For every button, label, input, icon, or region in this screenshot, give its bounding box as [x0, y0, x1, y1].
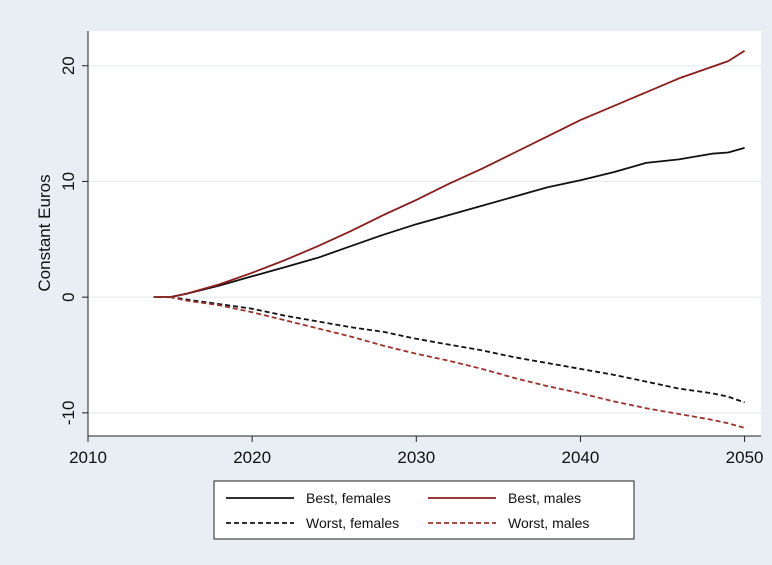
legend-label: Best, females — [306, 490, 391, 506]
axes — [87, 31, 761, 437]
x-tick-label: 2020 — [233, 448, 271, 467]
grid-lines — [88, 65, 761, 414]
x-ticks: 2010 2020 2030 2040 2050 — [69, 436, 763, 467]
plot-area — [88, 31, 761, 436]
y-tick-label: 20 — [59, 56, 78, 75]
legend-label: Worst, males — [508, 515, 589, 531]
x-tick-label: 2040 — [562, 448, 600, 467]
x-tick-label: 2050 — [726, 448, 764, 467]
legend-items: Best, females Best, males Worst, females Wo… — [226, 490, 589, 531]
series-line-best-females — [153, 147, 745, 299]
legend: Best, females Best, males Worst, females Wo… — [213, 480, 635, 540]
y-ticks: -10 0 10 20 — [59, 56, 88, 425]
legend-label: Worst, females — [306, 515, 399, 531]
series-line-worst-females — [153, 296, 745, 404]
series-lines — [153, 49, 746, 429]
series-line-best-males — [153, 49, 746, 299]
y-tick-label: 10 — [59, 172, 78, 191]
x-tick-label: 2030 — [397, 448, 435, 467]
legend-label: Best, males — [508, 490, 581, 506]
y-tick-label: 0 — [59, 292, 78, 301]
y-axis-label: Constant Euros — [35, 174, 54, 291]
x-tick-label: 2010 — [69, 448, 107, 467]
legend-box — [213, 480, 635, 540]
y-tick-label: -10 — [59, 401, 78, 426]
